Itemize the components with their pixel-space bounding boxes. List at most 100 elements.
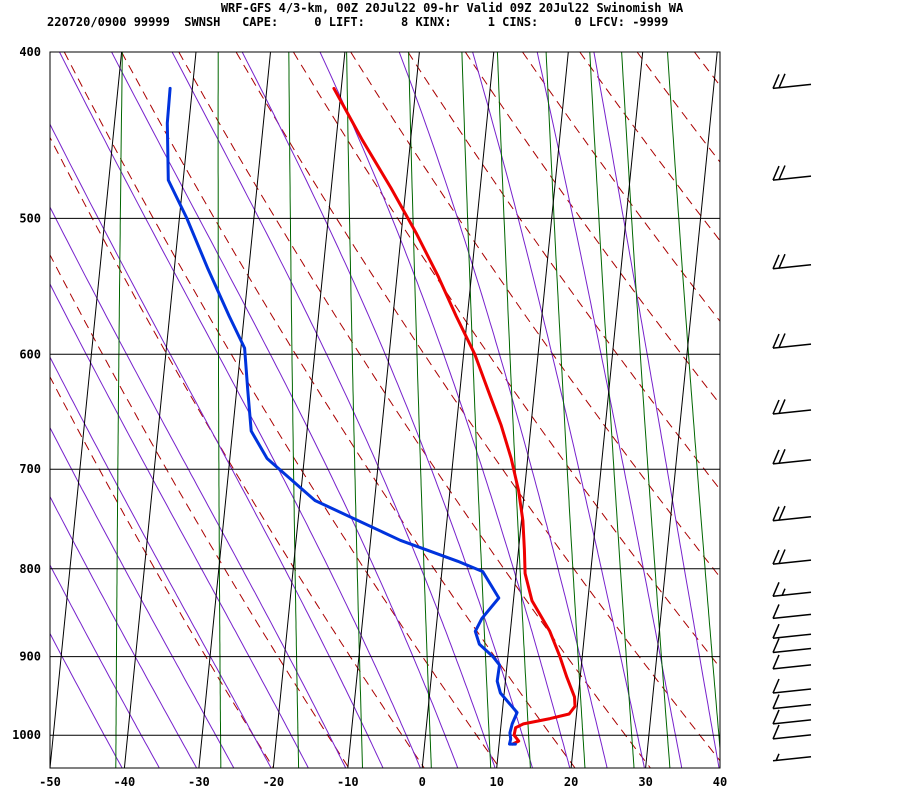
axis-ticks: -50 -40 -30 -20 -10 0 10 20 30 40 400 500 600 700 800 9… xyxy=(12,45,727,789)
dry-adiabat xyxy=(694,52,720,87)
isotherm-line xyxy=(645,52,718,768)
plot-frame xyxy=(49,51,721,769)
dry-adiabat xyxy=(866,52,900,768)
dry-adiabat xyxy=(178,52,651,768)
barb-staff xyxy=(772,559,812,565)
dry-adiabat xyxy=(121,52,576,768)
barb-flag-full xyxy=(772,709,780,725)
dewpoint-profile xyxy=(165,86,519,746)
barb-flag-full xyxy=(772,165,780,181)
moist-adiabat xyxy=(50,356,272,768)
moist-adiabat xyxy=(111,52,459,768)
barb-flag-full xyxy=(772,399,780,415)
x-tick-label: -10 xyxy=(337,775,359,789)
mixing-ratio-line xyxy=(461,52,492,768)
barb-flag-full xyxy=(772,506,780,521)
barb-flag-full xyxy=(778,505,786,521)
moist-adiabat xyxy=(50,632,123,768)
wind-barb xyxy=(772,582,812,598)
moist-adiabat xyxy=(50,426,235,768)
y-tick-label: 400 xyxy=(19,45,41,59)
dry-adiabat xyxy=(63,52,501,768)
dry-adiabat xyxy=(292,52,720,669)
barb-flag-half xyxy=(775,753,780,762)
y-tick-label: 800 xyxy=(19,562,41,576)
dry-adiabat xyxy=(50,375,274,768)
x-tick-label: 30 xyxy=(638,775,652,789)
barb-flag-full xyxy=(772,654,780,670)
background-lines xyxy=(50,52,900,768)
y-tick-label: 1000 xyxy=(12,728,41,742)
wind-barb xyxy=(772,165,812,181)
barb-flag-full xyxy=(778,549,786,564)
wind-barbs xyxy=(772,73,812,762)
moist-adiabat xyxy=(50,495,198,768)
isotherm-line xyxy=(496,52,569,768)
moist-adiabat xyxy=(50,206,347,768)
mixing-ratio-line xyxy=(217,52,222,768)
isotherm-line xyxy=(347,52,420,768)
wind-barb xyxy=(772,333,812,349)
barb-flag-full xyxy=(778,73,786,89)
moist-adiabat xyxy=(472,52,645,768)
barb-staff xyxy=(772,756,812,762)
barb-staff xyxy=(772,703,812,710)
temperature-profile xyxy=(332,86,577,746)
wind-barb xyxy=(772,654,812,670)
dry-adiabat xyxy=(636,52,720,163)
barb-staff xyxy=(772,264,812,270)
barb-staff xyxy=(772,719,812,725)
isotherm-line xyxy=(198,52,271,768)
mixing-ratio-line xyxy=(667,52,720,754)
barb-flag-full xyxy=(772,449,780,465)
mixing-ratio-line xyxy=(346,52,363,768)
barb-staff xyxy=(772,343,812,349)
barb-staff xyxy=(772,591,812,598)
wind-barb xyxy=(772,449,812,465)
moist-adiabat xyxy=(50,283,309,768)
barb-flag-full xyxy=(772,254,780,270)
barb-flag-full xyxy=(772,638,780,653)
x-tick-label: 0 xyxy=(419,775,426,789)
barb-staff xyxy=(772,688,812,694)
moist-adiabat xyxy=(319,52,571,768)
wind-barb xyxy=(772,709,812,725)
mixing-ratio-line xyxy=(589,52,635,768)
moist-adiabat xyxy=(398,52,608,768)
barb-staff xyxy=(772,175,812,181)
wind-barb xyxy=(772,549,812,565)
moist-adiabat xyxy=(593,52,720,768)
mixing-ratio-line xyxy=(288,52,300,768)
chart-title: WRF-GFS 4/3-km, 00Z 20Jul22 09-hr Valid … xyxy=(221,1,684,15)
wind-barb xyxy=(772,638,812,654)
barb-flag-full xyxy=(772,694,780,709)
barb-staff xyxy=(772,647,812,654)
moist-adiabat xyxy=(50,563,160,768)
mixing-ratio-line xyxy=(545,52,586,768)
x-tick-label: -40 xyxy=(114,775,136,789)
wind-barb xyxy=(772,678,812,694)
x-tick-label: 10 xyxy=(489,775,503,789)
barb-staff xyxy=(772,515,812,522)
wind-barb xyxy=(772,253,812,270)
barb-flag-full xyxy=(778,399,786,414)
y-tick-label: 900 xyxy=(19,650,41,664)
barb-flag-full xyxy=(778,165,786,180)
isotherm-line xyxy=(570,52,644,768)
x-tick-label: 40 xyxy=(713,775,727,789)
y-tick-label: 700 xyxy=(19,462,41,476)
x-tick-label: -20 xyxy=(262,775,284,789)
x-tick-label: -30 xyxy=(188,775,210,789)
dry-adiabat xyxy=(522,52,720,323)
isotherm-line xyxy=(123,52,197,768)
wind-barb xyxy=(772,753,812,762)
wind-barb xyxy=(772,694,812,710)
moist-adiabat xyxy=(59,52,421,768)
barb-flag-full xyxy=(772,74,780,89)
sounding-profiles xyxy=(165,86,577,746)
barb-staff xyxy=(772,633,812,639)
barb-flag-full xyxy=(778,333,786,348)
barb-flag-full xyxy=(772,604,780,619)
barb-staff xyxy=(772,83,812,90)
moist-adiabat xyxy=(536,52,683,768)
